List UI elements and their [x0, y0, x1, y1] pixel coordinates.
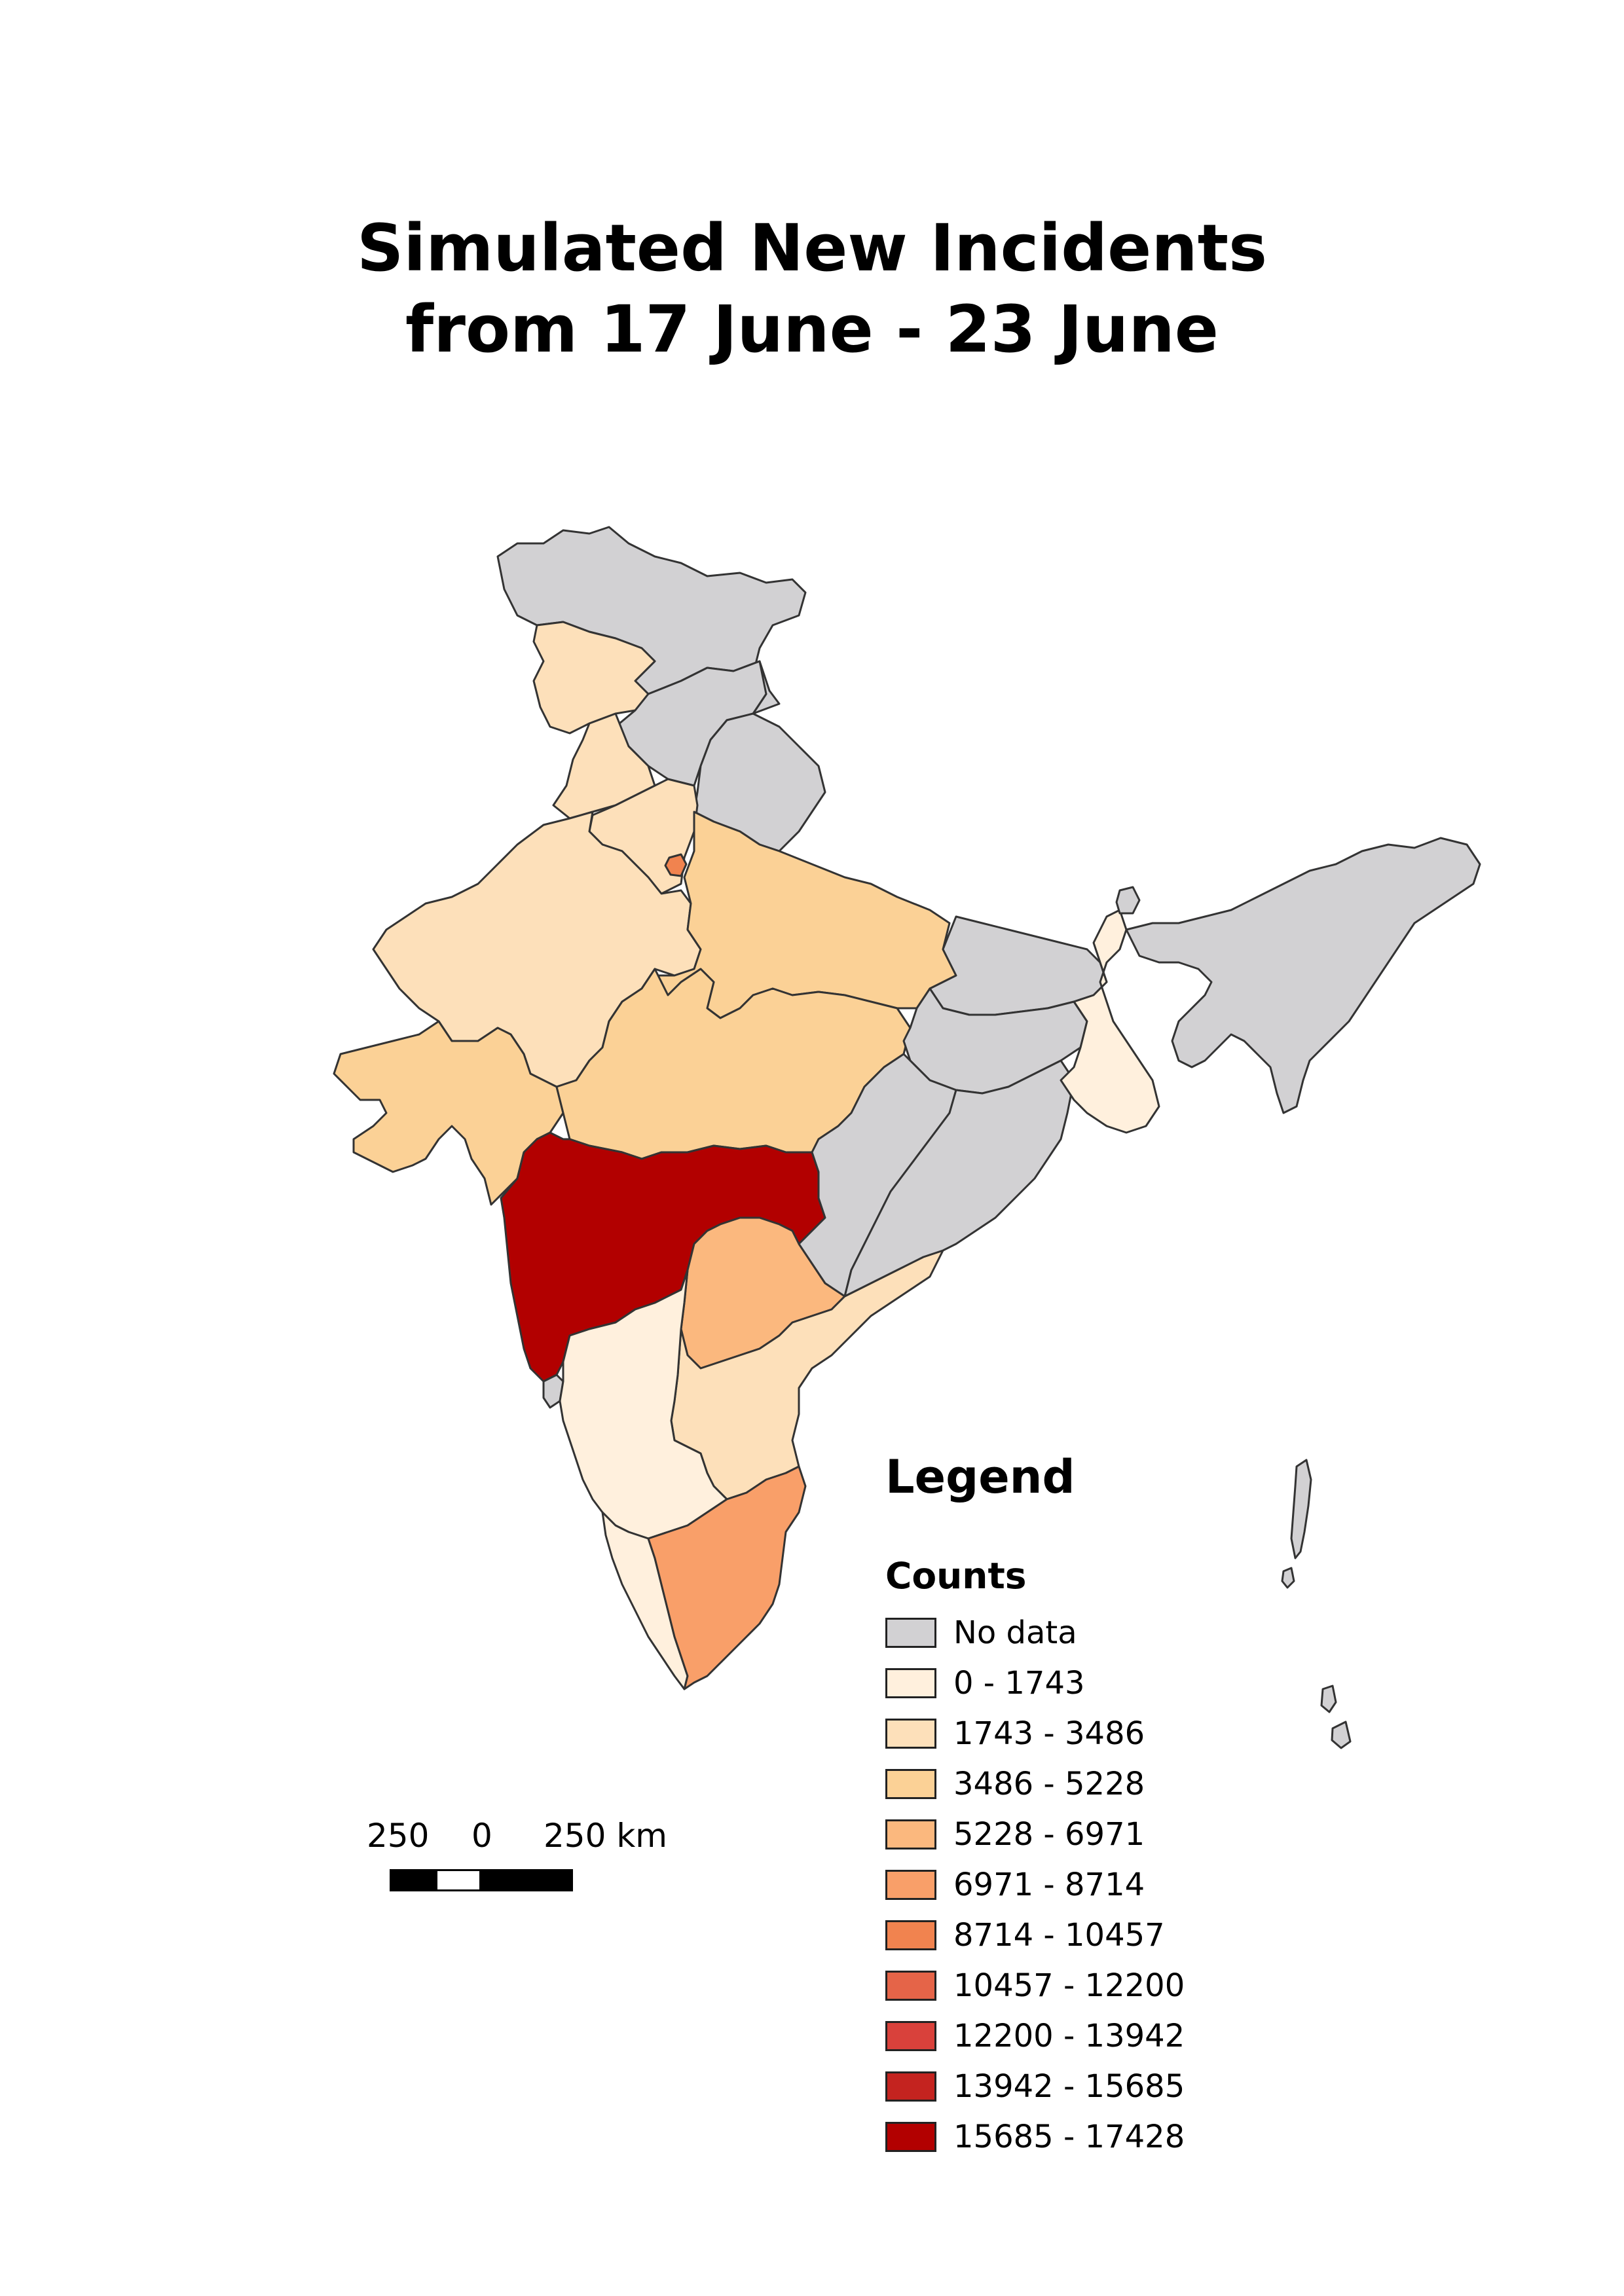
legend-label: 10457 - 12200: [953, 1967, 1185, 2004]
legend-swatch: [885, 1718, 936, 1749]
legend-label: 15685 - 17428: [953, 2118, 1185, 2155]
legend-item: 10457 - 12200: [885, 1960, 1278, 2011]
legend-label: 13942 - 15685: [953, 2068, 1185, 2105]
scale-segment-1: [390, 1869, 435, 1891]
region-ladakh: [532, 621, 656, 735]
region-andaman-nicobar: [1281, 1567, 1295, 1589]
legend-item: 12200 - 13942: [885, 2011, 1278, 2061]
legend-label: 8714 - 10457: [953, 1916, 1165, 1954]
legend: Legend Counts No data 0 - 1743 1743 - 3486…: [885, 1450, 1278, 2162]
legend-label: 3486 - 5228: [953, 1765, 1145, 1802]
region-andaman-nicobar: [1320, 1685, 1337, 1713]
scale-bar: 250 0 250 km: [367, 1817, 668, 1908]
legend-item: 6971 - 8714: [885, 1859, 1278, 1910]
legend-swatch: [885, 2121, 936, 2152]
legend-label: 12200 - 13942: [953, 2017, 1185, 2054]
scale-segment-3: [481, 1869, 573, 1891]
legend-label: 0 - 1743: [953, 1664, 1085, 1702]
legend-item: 8714 - 10457: [885, 1910, 1278, 1960]
region-sikkim: [1115, 886, 1141, 915]
region-northeast: [1125, 837, 1481, 1114]
legend-swatch: [885, 1819, 936, 1850]
scale-left-label: 250: [367, 1817, 430, 1855]
legend-label: 1743 - 3486: [953, 1715, 1145, 1752]
title-line-2: from 17 June - 23 June: [405, 292, 1219, 367]
legend-label: 6971 - 8714: [953, 1866, 1145, 1903]
title-line-1: Simulated New Incidents: [356, 211, 1267, 286]
legend-item: No data: [885, 1607, 1278, 1658]
legend-item: 1743 - 3486: [885, 1708, 1278, 1758]
region-odisha: [843, 1059, 1075, 1298]
legend-label: 5228 - 6971: [953, 1815, 1145, 1853]
legend-swatch: [885, 2020, 936, 2051]
region-andaman-nicobar: [1331, 1721, 1352, 1749]
legend-item: 15685 - 17428: [885, 2111, 1278, 2162]
scale-mid-label: 0: [471, 1817, 492, 1855]
legend-swatch: [885, 1768, 936, 1799]
map-title: Simulated New Incidents from 17 June - 2…: [0, 208, 1624, 371]
legend-item: 0 - 1743: [885, 1658, 1278, 1708]
region-delhi: [664, 853, 688, 877]
legend-swatch: [885, 1920, 936, 1950]
legend-swatch: [885, 2071, 936, 2102]
legend-swatch: [885, 1970, 936, 2001]
legend-item: 13942 - 15685: [885, 2061, 1278, 2111]
region-tamil-nadu: [647, 1465, 807, 1690]
legend-swatch: [885, 1869, 936, 1900]
region-west-bengal: [1060, 909, 1160, 1134]
legend-label: No data: [953, 1614, 1077, 1651]
legend-item: 5228 - 6971: [885, 1809, 1278, 1859]
region-punjab: [552, 712, 656, 820]
legend-swatch: [885, 1667, 936, 1698]
legend-swatch: [885, 1617, 936, 1648]
legend-item: 3486 - 5228: [885, 1758, 1278, 1809]
legend-items: No data 0 - 1743 1743 - 3486 3486 - 5228 522…: [885, 1607, 1278, 2162]
region-gujarat: [333, 1020, 564, 1206]
region-karnataka: [559, 1269, 728, 1540]
scale-segment-2: [435, 1869, 481, 1891]
scale-right-label: 250 km: [544, 1817, 667, 1855]
legend-title: Legend: [885, 1450, 1075, 1504]
region-andaman-nicobar: [1290, 1459, 1312, 1559]
legend-subtitle: Counts: [885, 1555, 1027, 1597]
